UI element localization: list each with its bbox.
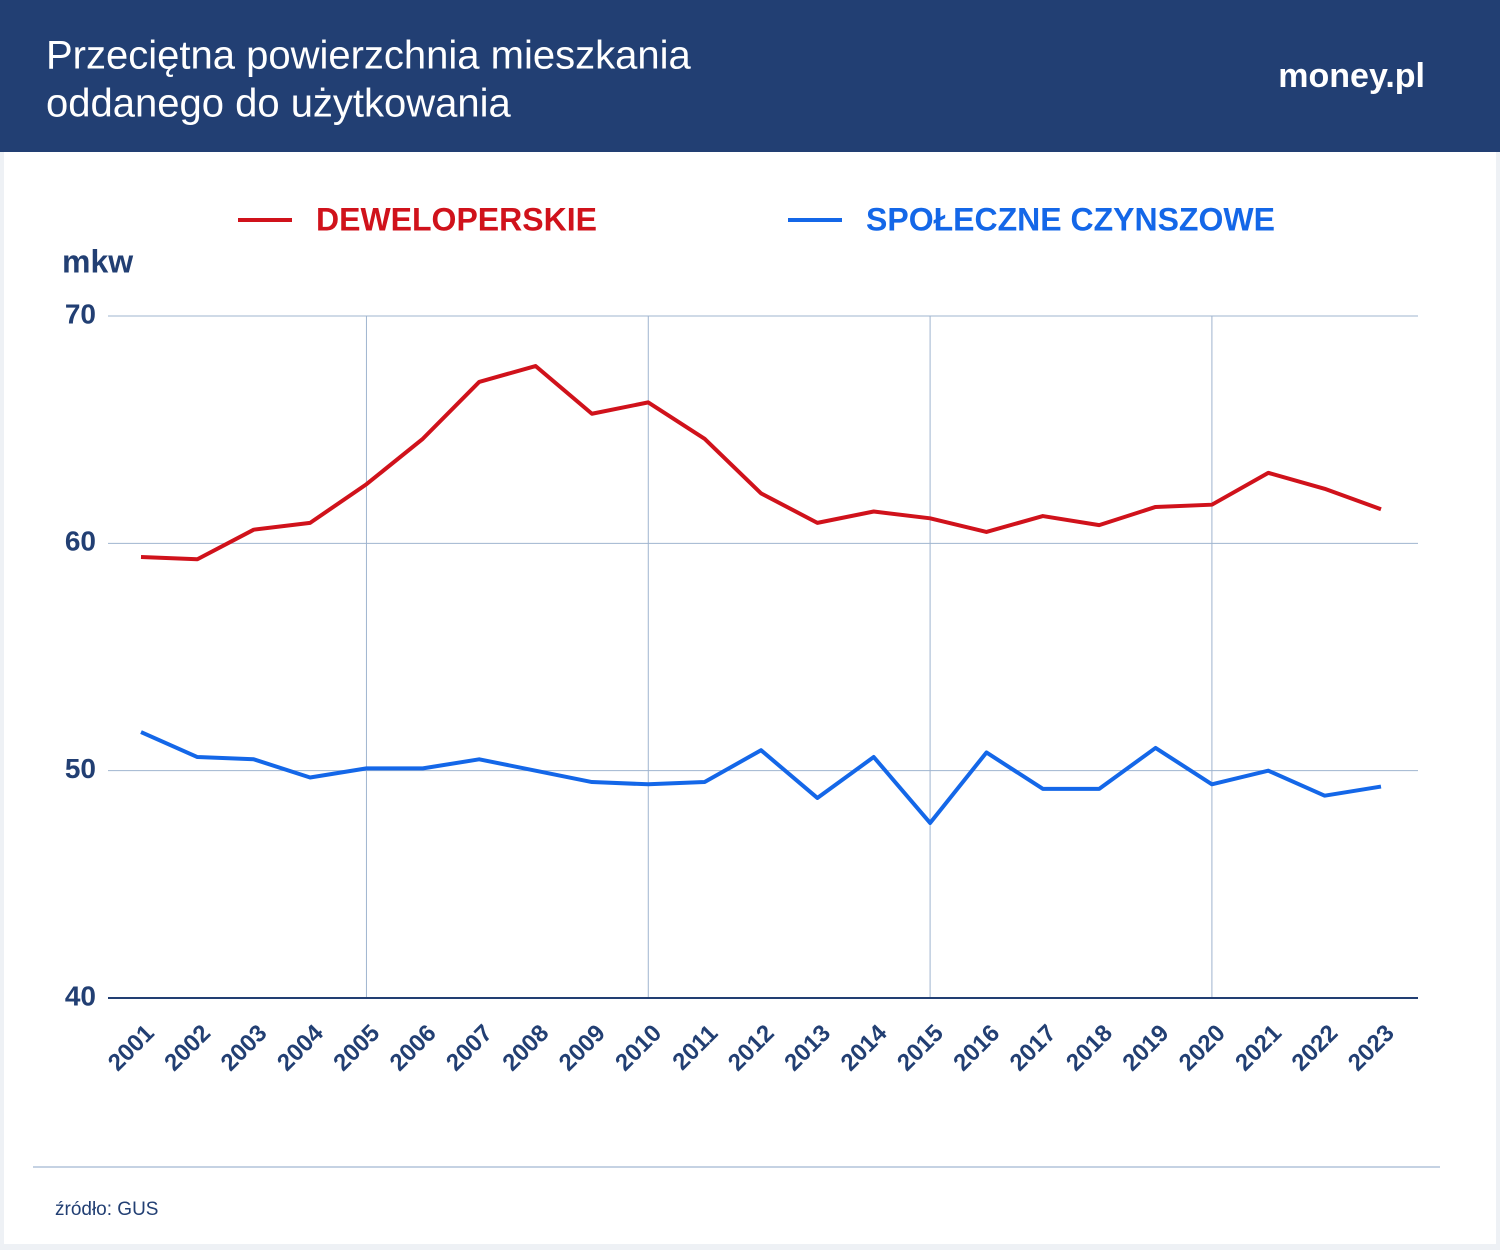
logo: money.pl <box>1278 57 1425 95</box>
series-line <box>140 364 1382 562</box>
legend-label: SPOŁECZNE CZYNSZOWE <box>866 201 1275 237</box>
y-tick-label: 40 <box>65 980 96 1011</box>
header <box>0 0 1500 152</box>
y-tick-label: 70 <box>65 298 96 329</box>
y-tick-label: 50 <box>65 753 96 784</box>
series-line <box>140 730 1382 825</box>
source: źródło: GUS <box>55 1199 158 1220</box>
card <box>4 150 1496 1244</box>
title: oddanego do użytkowania <box>46 82 512 126</box>
y-tick-label: 60 <box>65 526 96 557</box>
title: Przeciętna powierzchnia mieszkania <box>46 34 692 78</box>
y-axis-label: mkw <box>62 243 133 279</box>
legend-label: DEWELOPERSKIE <box>316 201 597 237</box>
